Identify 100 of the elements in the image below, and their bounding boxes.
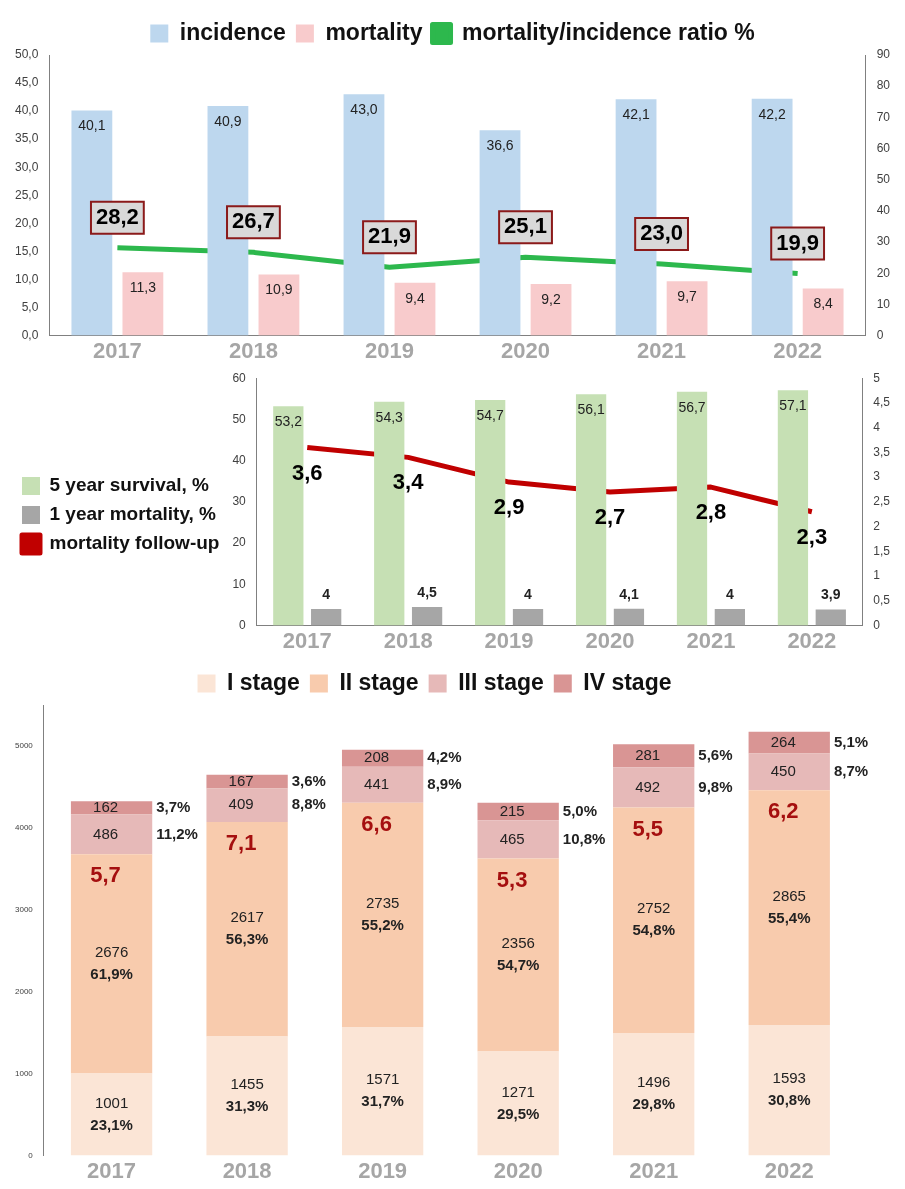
y-tick-label: 0 bbox=[239, 617, 247, 632]
y-tick-label: 40,0 bbox=[15, 103, 39, 118]
bar bbox=[613, 767, 695, 808]
data-label: 25,1 bbox=[504, 213, 547, 239]
data-label: 2865 55,4% bbox=[767, 886, 811, 926]
annotation: 5,7 bbox=[90, 862, 121, 888]
text: 465 10,8% bbox=[499, 829, 606, 847]
data-label: 9,4 bbox=[405, 289, 425, 306]
data-label: 42,2 bbox=[758, 105, 786, 122]
data-label: 4 bbox=[524, 585, 533, 602]
x-tick-label: 2018 bbox=[383, 627, 433, 653]
text: 162 3,7% bbox=[93, 798, 191, 816]
text: 441 8,9% bbox=[364, 774, 462, 792]
bar bbox=[258, 274, 300, 336]
legend-label: 5 year survival, % bbox=[49, 474, 210, 496]
x-tick-label: 2020 bbox=[585, 627, 635, 653]
y-tick-label: 2000 bbox=[15, 986, 34, 996]
annotation: 5,5 bbox=[632, 815, 663, 841]
data-label: 11,3 bbox=[129, 279, 157, 296]
y-tick-label: 0 bbox=[28, 1150, 34, 1160]
y2-tick-label: 30 bbox=[876, 234, 891, 249]
legend-label: mortality follow-up bbox=[49, 532, 220, 554]
bar bbox=[206, 788, 288, 822]
y-tick-label: 20 bbox=[232, 535, 247, 550]
data-label: 2676 61,9% bbox=[90, 943, 133, 983]
x-tick-label: 2020 bbox=[501, 337, 551, 363]
y-tick-label: 10,0 bbox=[15, 271, 39, 286]
y-tick-label: 50 bbox=[232, 411, 247, 426]
annotation: 6,2 bbox=[767, 798, 799, 824]
y2-tick-label: 10 bbox=[876, 296, 891, 311]
bar bbox=[512, 609, 544, 626]
legend-label: 1 year mortality, % bbox=[49, 503, 217, 525]
data-label: 1571 31,7% bbox=[361, 1070, 404, 1110]
data-label: 2735 55,2% bbox=[361, 894, 404, 933]
y2-tick-label: 4,5 bbox=[873, 395, 891, 410]
data-label: 1496 29,8% bbox=[632, 1073, 675, 1113]
data-label: 2,8 bbox=[695, 499, 727, 525]
y2-tick-label: 70 bbox=[876, 109, 891, 124]
bar bbox=[341, 802, 424, 1027]
data-label: 54,3 bbox=[375, 408, 404, 425]
bar bbox=[748, 790, 830, 1026]
bar bbox=[341, 766, 424, 803]
y2-tick-label: 3,5 bbox=[873, 444, 891, 459]
legend-label: mortality/incidence ratio % bbox=[462, 18, 755, 45]
y-tick-label: 25,0 bbox=[15, 187, 39, 202]
data-label: 10,9 bbox=[265, 281, 293, 298]
text: 281 5,6% bbox=[635, 745, 733, 763]
bar bbox=[206, 1036, 288, 1156]
bar bbox=[748, 1025, 830, 1156]
x-tick-label: 2018 bbox=[228, 337, 278, 363]
y-tick-label: 10 bbox=[232, 576, 247, 591]
y-tick-label: 3000 bbox=[15, 905, 34, 915]
text: 409 8,8% bbox=[228, 795, 326, 813]
data-label: 42,1 bbox=[622, 106, 650, 123]
data-label: 2,3 bbox=[796, 523, 828, 549]
bar bbox=[666, 281, 708, 336]
data-label: 4 bbox=[725, 585, 734, 602]
legend-label: II stage bbox=[339, 668, 419, 695]
data-label: 2752 54,8% bbox=[632, 899, 675, 939]
bar bbox=[394, 282, 436, 336]
x-tick-label: 2018 bbox=[222, 1157, 272, 1183]
x-tick-label: 2019 bbox=[484, 627, 534, 653]
data-label: 28,2 bbox=[95, 203, 139, 229]
y-tick-label: 30,0 bbox=[15, 159, 39, 174]
text: 264 5,1% bbox=[770, 732, 869, 750]
data-label: 4,1 bbox=[619, 585, 639, 602]
bar bbox=[714, 609, 745, 626]
legend-label: III stage bbox=[458, 668, 544, 695]
y2-tick-label: 4 bbox=[873, 419, 881, 434]
text: 492 9,8% bbox=[635, 777, 733, 795]
bar bbox=[70, 1073, 153, 1156]
data-label: 3,4 bbox=[392, 469, 425, 495]
y-tick-label: 0,0 bbox=[21, 327, 39, 342]
data-label: 53,2 bbox=[274, 413, 303, 430]
data-label: 2,7 bbox=[594, 504, 626, 530]
bar bbox=[477, 858, 559, 1052]
text: 486 11,2% bbox=[93, 824, 198, 842]
data-label: 56,1 bbox=[577, 401, 605, 418]
legend-label: IV stage bbox=[583, 668, 672, 695]
legend-label: incidence bbox=[179, 18, 286, 45]
y2-tick-label: 80 bbox=[876, 78, 891, 93]
data-label: 36,6 bbox=[486, 137, 514, 154]
data-label: 2356 54,7% bbox=[496, 934, 540, 974]
y-tick-label: 45,0 bbox=[15, 75, 39, 90]
data-label: 9,2 bbox=[541, 290, 561, 307]
data-label: 54,7 bbox=[476, 406, 504, 423]
bar bbox=[206, 821, 288, 1037]
annotation: 5,3 bbox=[496, 866, 528, 892]
y-tick-label: 20,0 bbox=[15, 215, 39, 230]
data-label: 43,0 bbox=[350, 101, 378, 118]
bar bbox=[613, 807, 695, 1034]
annotation: 6,6 bbox=[361, 810, 392, 836]
bar bbox=[70, 801, 153, 815]
y-tick-label: 50,0 bbox=[15, 47, 39, 62]
data-label: 1593 30,8% bbox=[767, 1069, 811, 1109]
bar bbox=[70, 814, 153, 855]
text: 450 8,7% bbox=[770, 762, 869, 780]
x-tick-label: 2017 bbox=[92, 337, 142, 363]
text: 167 3,6% bbox=[228, 771, 326, 789]
x-tick-label: 2022 bbox=[764, 1157, 814, 1183]
